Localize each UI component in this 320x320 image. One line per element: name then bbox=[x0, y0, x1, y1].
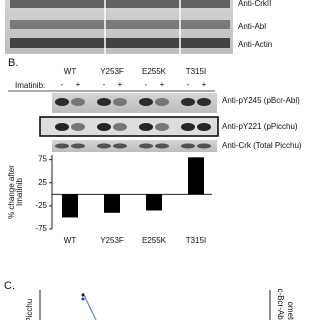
panel-a-blots bbox=[5, 0, 233, 54]
bands bbox=[55, 98, 211, 149]
lane-label: WT bbox=[64, 67, 77, 76]
band bbox=[97, 123, 111, 131]
band bbox=[139, 143, 153, 149]
band bbox=[197, 98, 211, 106]
y2-axis-label: c-Bcr-Abl bbox=[276, 289, 285, 320]
blot-label: Anti-pY245 (pBcr-Abl) bbox=[222, 96, 300, 105]
x-tick-label: WT bbox=[64, 236, 77, 245]
y-axis-label: -Picchu bbox=[25, 299, 34, 320]
y2-axis-label: ometry) bbox=[286, 301, 295, 320]
treatment-mark: - bbox=[103, 80, 106, 89]
bar bbox=[62, 194, 78, 218]
treatment-label: Imatinib: bbox=[15, 81, 45, 90]
band bbox=[155, 143, 169, 149]
treatment-mark: - bbox=[145, 80, 148, 89]
treatment-mark: + bbox=[118, 80, 123, 89]
band bbox=[97, 98, 111, 106]
band bbox=[197, 143, 211, 149]
lane-label: E255K bbox=[142, 67, 167, 76]
band bbox=[181, 123, 195, 131]
blot-label: Anti-CrkII bbox=[238, 0, 271, 8]
band bbox=[155, 123, 169, 131]
lane-label: Y253F bbox=[100, 67, 124, 76]
treatment-mark: + bbox=[76, 80, 81, 89]
y-tick-label: -75 bbox=[35, 224, 47, 233]
x-tick-label: T315I bbox=[186, 236, 206, 245]
band bbox=[139, 123, 153, 131]
band bbox=[55, 143, 69, 149]
band bbox=[71, 123, 85, 131]
band bbox=[155, 98, 169, 106]
treatment-mark: + bbox=[160, 80, 165, 89]
x-tick-label: Y253F bbox=[100, 236, 124, 245]
band bbox=[71, 98, 85, 106]
band bbox=[55, 98, 69, 106]
y-tick-label: 25 bbox=[38, 178, 47, 187]
band bbox=[139, 98, 153, 106]
band bbox=[113, 123, 127, 131]
band bbox=[71, 143, 85, 149]
bar bbox=[188, 157, 204, 195]
y-axis-label: Imatinib bbox=[15, 177, 24, 206]
band bbox=[55, 123, 69, 131]
treatment-mark: - bbox=[187, 80, 190, 89]
panel-label: C. bbox=[4, 280, 15, 292]
lane-label: T315I bbox=[186, 67, 206, 76]
panel-b-blots bbox=[39, 93, 219, 152]
y-tick-label: -25 bbox=[35, 201, 47, 210]
blot-label: Anti-pY221 (pPicchu) bbox=[222, 122, 298, 131]
bar bbox=[104, 194, 120, 213]
band bbox=[97, 143, 111, 149]
band bbox=[181, 143, 195, 149]
band bbox=[181, 98, 195, 106]
blot-label: Anti-Crk (Total Picchu) bbox=[222, 141, 302, 150]
blot-label: Anti-Actin bbox=[238, 40, 272, 49]
treatment-mark: - bbox=[61, 80, 64, 89]
blot-label: Anti-Abl bbox=[238, 22, 266, 31]
x-tick-label: E255K bbox=[142, 236, 167, 245]
panel-label: B. bbox=[8, 57, 18, 69]
bar bbox=[146, 194, 162, 211]
panel-c-frame bbox=[39, 290, 271, 320]
y-tick-label: 75 bbox=[38, 155, 47, 164]
band bbox=[197, 123, 211, 131]
band bbox=[113, 143, 127, 149]
y-axis-label: % change after bbox=[7, 165, 16, 219]
band bbox=[113, 98, 127, 106]
treatment-mark: + bbox=[202, 80, 207, 89]
